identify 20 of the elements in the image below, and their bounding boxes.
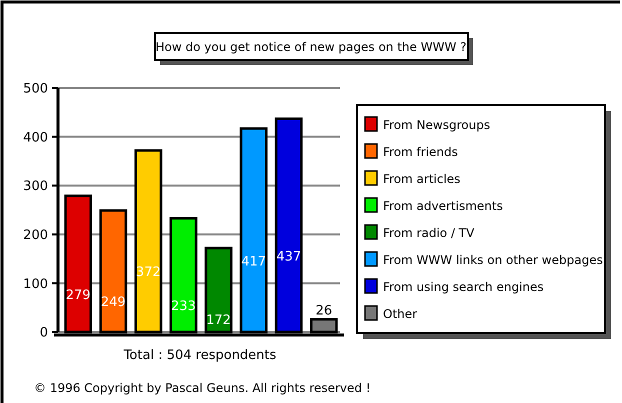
data-label: 172 [206,313,231,328]
legend-label: From radio / TV [383,226,476,240]
legend-label: From Newsgroups [383,118,490,132]
y-tick-label: 400 [23,130,48,146]
y-tick-label: 200 [23,228,48,243]
legend-label: From friends [383,145,458,159]
x-axis-title: Total : 504 respondents [122,348,277,363]
legend-label: Other [383,307,418,321]
data-label: 26 [316,303,332,318]
legend-label: From using search engines [383,280,544,294]
legend-label: From articles [383,172,460,186]
legend-label: From WWW links on other webpages [383,253,603,267]
data-label: 233 [171,299,196,314]
y-tick-label: 0 [40,326,48,341]
y-tick-label: 100 [23,276,48,292]
y-tick-label: 500 [23,82,48,97]
y-tick-label: 300 [23,179,48,194]
text: © 1996 Copyright by Pascal Geuns. All rights reserved ! [34,381,371,395]
chart-title: How do you get notice of new pages on the WWW ? [155,40,467,54]
legend-label: From advertisments [383,199,503,213]
